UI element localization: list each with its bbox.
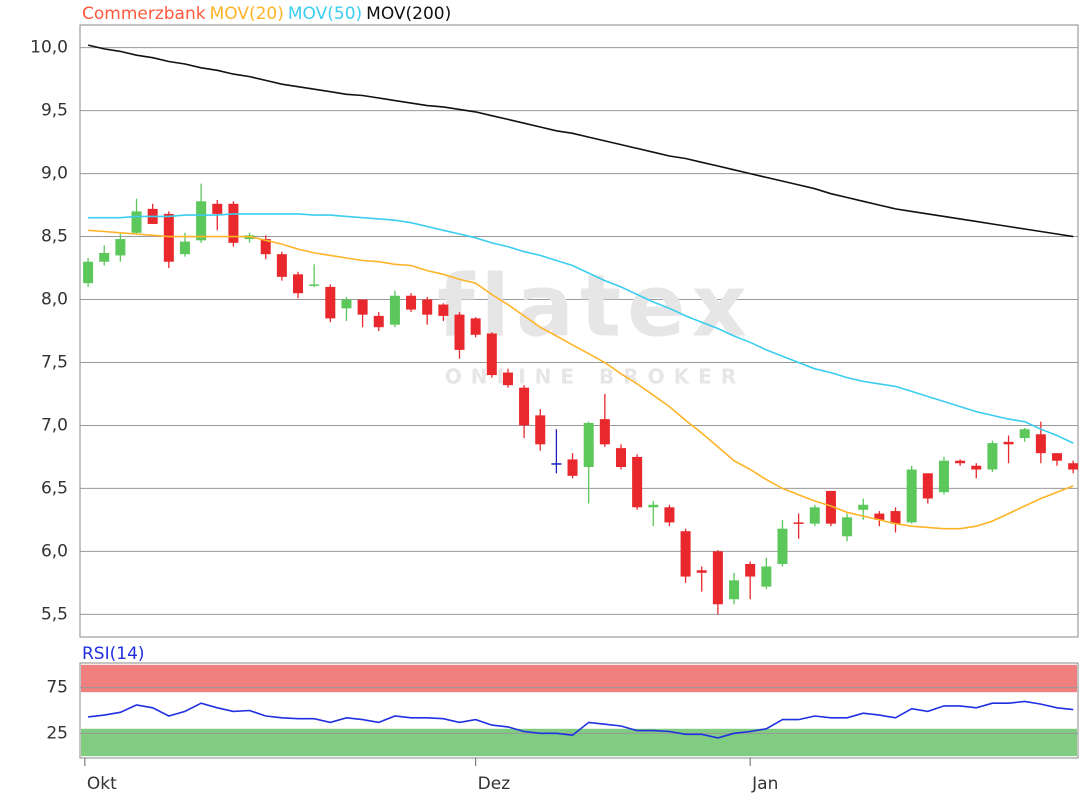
y-tick-label: 7,0 xyxy=(41,415,68,435)
candle-body xyxy=(260,239,271,255)
legend-entry: MOV(50) xyxy=(288,4,362,24)
candle-body xyxy=(1052,453,1063,461)
y-tick-label: 6,5 xyxy=(41,478,68,498)
candle-body xyxy=(131,211,142,233)
y-tick-label: 8,5 xyxy=(41,227,68,247)
candle-body xyxy=(987,443,998,470)
candle-body xyxy=(212,203,223,214)
x-tick-label: Jan xyxy=(751,774,778,794)
candle-body xyxy=(502,372,513,386)
candle-body xyxy=(842,517,853,537)
line-series xyxy=(88,700,1074,739)
y-tick-label: 25 xyxy=(46,723,68,743)
candle-body xyxy=(1003,441,1014,445)
x-tick-label: Okt xyxy=(87,774,117,794)
candle-body xyxy=(373,315,384,328)
candle-body xyxy=(745,563,756,577)
candle-body xyxy=(309,284,320,286)
watermark-logo: flatex xyxy=(437,256,753,356)
candle-body xyxy=(729,580,740,600)
grid-layer xyxy=(80,47,1078,615)
candle-body xyxy=(809,507,820,524)
candle-body xyxy=(422,299,433,315)
line-series xyxy=(88,229,1074,530)
candle-body xyxy=(971,465,982,470)
candle-body xyxy=(228,203,239,243)
line-series xyxy=(88,213,1074,444)
candle-body xyxy=(890,511,901,524)
y-tick-label: 9,5 xyxy=(41,101,68,121)
candle-body xyxy=(712,551,723,605)
candle-body xyxy=(276,254,287,277)
candle-body xyxy=(99,252,110,262)
candle-body xyxy=(761,566,772,587)
candle-body xyxy=(196,201,207,241)
candle-body xyxy=(389,295,400,325)
candle-body xyxy=(486,333,497,376)
candle-body xyxy=(955,460,966,464)
candle-body xyxy=(551,463,562,465)
candle-body xyxy=(825,490,836,524)
rsi-title: RSI(14) xyxy=(82,644,145,664)
candle-body xyxy=(406,295,417,310)
candle-body xyxy=(519,387,530,426)
candle-body xyxy=(357,299,368,315)
candle-body xyxy=(648,504,659,508)
candle-body xyxy=(470,318,481,335)
candle-body xyxy=(115,239,126,256)
candle-body xyxy=(567,459,578,476)
legend-entry: Commerzbank xyxy=(82,4,206,24)
candle-body xyxy=(454,314,465,350)
candle-body xyxy=(680,531,691,577)
y-tick-label: 75 xyxy=(46,678,68,698)
candle-body xyxy=(858,504,869,510)
candle-body xyxy=(438,304,449,316)
candle-body xyxy=(615,448,626,467)
x-tick-label: Dez xyxy=(478,774,511,794)
y-tick-label: 9,0 xyxy=(41,164,68,184)
candle-body xyxy=(1035,434,1046,454)
candle-body xyxy=(83,261,94,284)
candle-body xyxy=(163,213,174,262)
candle-body xyxy=(1068,463,1079,470)
y-tick-label: 7,5 xyxy=(41,352,68,372)
y-tick-label: 10,0 xyxy=(30,38,68,58)
y-tick-label: 6,0 xyxy=(41,541,68,561)
candle-body xyxy=(938,460,949,493)
price-panel xyxy=(79,24,1079,638)
candle-body xyxy=(325,286,336,319)
candle-body xyxy=(793,522,804,524)
legend-entry: MOV(200) xyxy=(366,4,451,24)
candle-body xyxy=(179,241,190,255)
legend-entry: MOV(20) xyxy=(210,4,284,24)
candle-body xyxy=(293,274,304,294)
candle-body xyxy=(874,513,885,520)
candle-body xyxy=(535,415,546,445)
candle-body xyxy=(664,507,675,523)
candle-body xyxy=(922,473,933,499)
candle-body xyxy=(906,469,917,523)
candle-body xyxy=(777,528,788,564)
y-tick-label: 8,0 xyxy=(41,290,68,310)
candle-body xyxy=(341,299,352,309)
candle-body xyxy=(1019,429,1030,439)
candle-body xyxy=(696,570,707,573)
candle-body xyxy=(599,419,610,445)
y-tick-label: 5,5 xyxy=(41,604,68,624)
line-series xyxy=(87,44,1074,238)
candle-body xyxy=(583,422,594,467)
candle-body xyxy=(632,456,643,508)
